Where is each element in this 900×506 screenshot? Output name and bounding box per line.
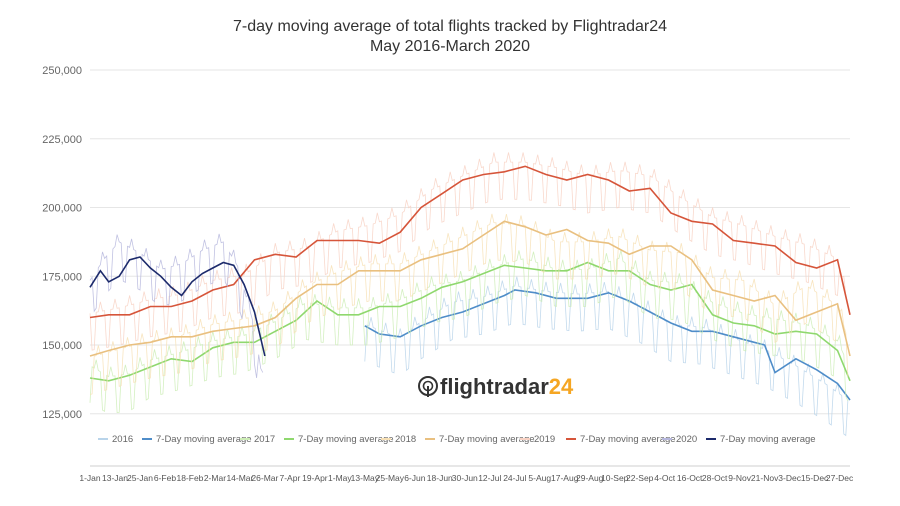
- y-tick-label: 200,000: [42, 203, 82, 215]
- x-tick-label: 29-Aug: [576, 473, 604, 483]
- legend-label: 7-Day moving average: [720, 434, 816, 445]
- x-tick-label: 21-Nov: [751, 473, 779, 483]
- legend-label: 7-Day moving average: [439, 434, 535, 445]
- legend-label: 2017: [254, 434, 275, 445]
- x-tick-label: 13-May: [351, 473, 380, 483]
- x-tick-label: 22-Sep: [626, 473, 654, 483]
- x-tick-label: 4-Oct: [654, 473, 675, 483]
- x-tick-label: 30-Jun: [452, 473, 478, 483]
- chart-subtitle: May 2016-March 2020: [369, 38, 531, 55]
- x-tick-label: 7-Apr: [279, 473, 300, 483]
- x-tick-label: 6-Feb: [154, 473, 176, 483]
- series-line: [89, 220, 851, 357]
- series-line: [89, 261, 851, 382]
- x-tick-label: 10-Sep: [601, 473, 629, 483]
- chart-title: 7-day moving average of total flights tr…: [232, 18, 667, 35]
- x-tick-label: 26-Mar: [251, 473, 278, 483]
- x-tick-label: 17-Aug: [551, 473, 579, 483]
- legend-label: 2020: [676, 434, 697, 445]
- y-tick-label: 225,000: [42, 134, 82, 146]
- x-tick-label: 25-May: [376, 473, 405, 483]
- x-tick-label: 16-Oct: [677, 473, 703, 483]
- legend-label: 2018: [395, 434, 416, 445]
- x-tick-label: 15-Dec: [801, 473, 829, 483]
- series-line: [89, 152, 849, 351]
- x-tick-label: 9-Nov: [728, 473, 751, 483]
- x-tick-label: 5-Aug: [528, 473, 551, 483]
- x-tick-label: 24-Jul: [503, 473, 526, 483]
- y-tick-label: 175,000: [42, 271, 82, 283]
- series-line: [89, 233, 264, 379]
- legend-label: 2016: [112, 434, 133, 445]
- legend-label: 7-Day moving average: [580, 434, 676, 445]
- brand-wordmark-digits: 24: [549, 374, 574, 399]
- series-line: [89, 213, 849, 395]
- brand-wordmark: flightradar24: [440, 374, 574, 399]
- x-tick-label: 25-Jan: [127, 473, 153, 483]
- x-tick-label: 3-Dec: [778, 473, 801, 483]
- legend-label: 7-Day moving average: [298, 434, 394, 445]
- legend-label: 2019: [534, 434, 555, 445]
- y-tick-label: 150,000: [42, 340, 82, 352]
- y-tick-label: 125,000: [42, 409, 82, 421]
- x-tick-label: 12-Jul: [478, 473, 501, 483]
- x-tick-label: 1-May: [328, 473, 352, 483]
- x-tick-label: 18-Jun: [427, 473, 453, 483]
- x-tick-label: 14-Mar: [226, 473, 253, 483]
- series-line: [89, 250, 849, 414]
- flightradar24-logo: flightradar24: [418, 374, 574, 399]
- series-line: [364, 289, 851, 401]
- x-tick-label: 2-Mar: [204, 473, 226, 483]
- x-tick-label: 28-Oct: [702, 473, 728, 483]
- x-tick-label: 13-Jan: [102, 473, 128, 483]
- x-tick-label: 1-Jan: [79, 473, 101, 483]
- series-line: [89, 256, 266, 357]
- x-tick-label: 18-Feb: [176, 473, 203, 483]
- series-line: [89, 165, 851, 319]
- legend-label: 7-Day moving average: [156, 434, 252, 445]
- x-tick-label: 6-Jun: [404, 473, 426, 483]
- series-line: [364, 276, 849, 437]
- x-tick-label: 27-Dec: [826, 473, 854, 483]
- x-tick-label: 19-Apr: [302, 473, 328, 483]
- y-tick-label: 250,000: [42, 65, 82, 77]
